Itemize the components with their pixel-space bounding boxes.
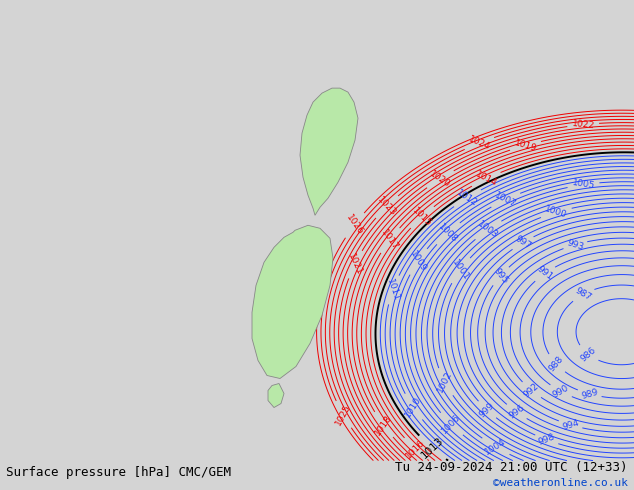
Text: 988: 988 <box>547 354 565 373</box>
Text: 1002: 1002 <box>436 370 454 394</box>
Text: 1007: 1007 <box>493 191 518 209</box>
Text: 1013: 1013 <box>419 435 445 461</box>
Text: 991: 991 <box>535 265 554 282</box>
Text: 1023: 1023 <box>375 195 398 218</box>
Text: 990: 990 <box>551 383 571 399</box>
Text: 1004: 1004 <box>484 437 508 457</box>
Text: ©weatheronline.co.uk: ©weatheronline.co.uk <box>493 478 628 488</box>
Text: 1008: 1008 <box>437 222 459 245</box>
Text: 993: 993 <box>566 238 585 251</box>
Text: 1009: 1009 <box>408 249 428 273</box>
Text: 994: 994 <box>561 418 580 432</box>
Text: 1015: 1015 <box>411 206 433 228</box>
Text: 1006: 1006 <box>440 413 462 436</box>
Text: 995: 995 <box>491 267 510 285</box>
Text: 992: 992 <box>522 381 541 399</box>
Text: 1016: 1016 <box>404 438 427 461</box>
Polygon shape <box>268 384 284 408</box>
Text: 1001: 1001 <box>450 258 470 282</box>
Text: 1020: 1020 <box>428 169 452 189</box>
Text: 1022: 1022 <box>571 119 595 130</box>
Text: 1025: 1025 <box>334 402 353 427</box>
Polygon shape <box>300 88 358 215</box>
Text: 999: 999 <box>477 400 496 419</box>
Text: 1024: 1024 <box>467 135 491 152</box>
Text: 987: 987 <box>573 286 593 303</box>
Text: 996: 996 <box>507 403 526 420</box>
Text: 1003: 1003 <box>476 219 500 240</box>
Text: 1005: 1005 <box>571 178 595 191</box>
Text: 1017: 1017 <box>379 228 400 252</box>
Text: Tu 24-09-2024 21:00 UTC (12+33): Tu 24-09-2024 21:00 UTC (12+33) <box>395 461 628 474</box>
Text: 1000: 1000 <box>544 204 569 220</box>
Text: 1018: 1018 <box>373 413 394 437</box>
Text: 986: 986 <box>578 345 597 363</box>
Text: 1012: 1012 <box>455 188 479 208</box>
Text: 1014: 1014 <box>474 170 498 188</box>
Text: 998: 998 <box>537 432 556 447</box>
Text: 1011: 1011 <box>385 277 401 302</box>
Text: Surface pressure [hPa] CMC/GEM: Surface pressure [hPa] CMC/GEM <box>6 466 231 479</box>
Text: 1010: 1010 <box>403 395 423 419</box>
Text: 1026: 1026 <box>344 213 365 237</box>
Text: 1019: 1019 <box>513 138 538 153</box>
Text: 989: 989 <box>580 387 599 401</box>
Polygon shape <box>252 225 333 378</box>
Text: 1021: 1021 <box>346 252 364 277</box>
Text: 997: 997 <box>513 234 533 251</box>
